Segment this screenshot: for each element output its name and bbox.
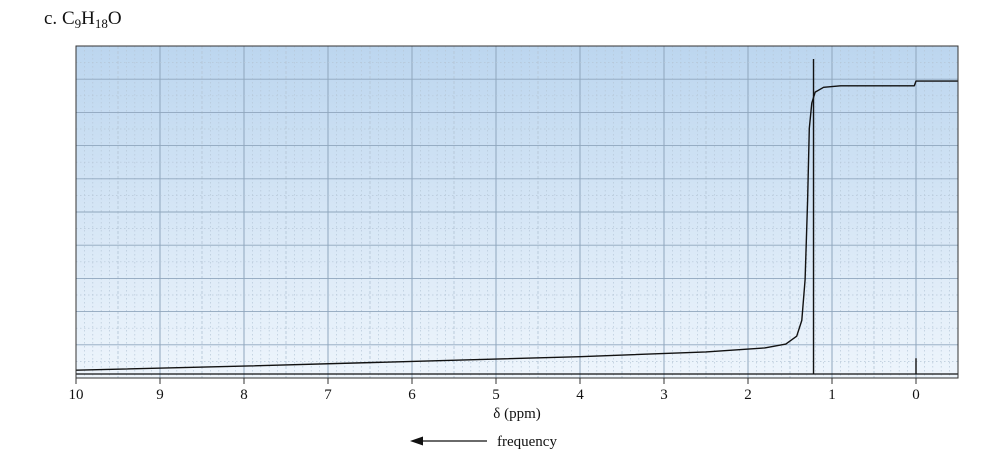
spectrum-layer — [75, 59, 958, 375]
integral-curve — [75, 80, 958, 371]
x-axis-label: δ (ppm) — [493, 406, 540, 422]
formula-element: H — [81, 8, 95, 29]
x-tick-label: 7 — [324, 387, 332, 403]
frequency-arrow-head — [410, 436, 423, 446]
figure-title: c. C9H18O — [44, 8, 122, 31]
frequency-label: frequency — [497, 434, 557, 450]
x-tick-label: 6 — [408, 387, 416, 403]
formula-subscript: 18 — [94, 16, 108, 31]
formula-element: C — [61, 8, 75, 29]
x-tick-label: 9 — [156, 387, 164, 403]
formula-element: O — [107, 8, 122, 29]
x-axis: 10 9 8 7 6 5 4 3 2 1 0 — [69, 378, 920, 403]
x-tick-label: 3 — [660, 387, 668, 403]
x-tick-label: 10 — [69, 387, 84, 403]
x-tick-label: 0 — [912, 387, 920, 403]
plot-frame — [75, 45, 959, 379]
x-tick-label: 4 — [576, 387, 584, 403]
x-tick-label: 8 — [240, 387, 248, 403]
x-tick-label: 2 — [744, 387, 752, 403]
x-tick-label: 1 — [828, 387, 836, 403]
formula-subscript: 9 — [74, 16, 82, 31]
x-tick-label: 5 — [492, 387, 500, 403]
frequency-arrow — [410, 436, 487, 446]
